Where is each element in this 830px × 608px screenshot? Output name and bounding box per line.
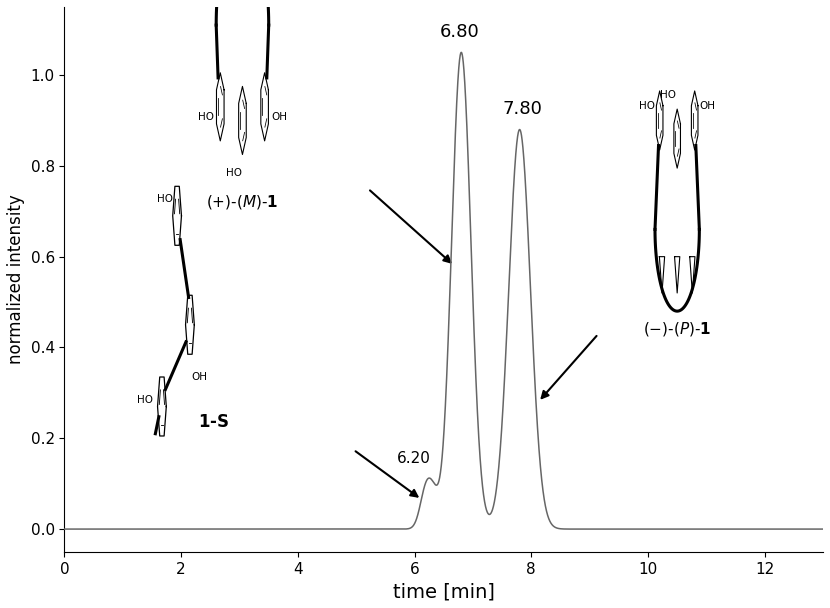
Text: HO: HO xyxy=(198,112,213,122)
Text: HO: HO xyxy=(157,194,173,204)
Text: HO: HO xyxy=(137,395,154,405)
Text: (+)-($M$)-$\mathbf{1}$: (+)-($M$)-$\mathbf{1}$ xyxy=(207,193,279,211)
Text: OH: OH xyxy=(700,101,715,111)
Text: ($-$)-($P$)-$\mathbf{1}$: ($-$)-($P$)-$\mathbf{1}$ xyxy=(643,320,711,338)
Text: 6.80: 6.80 xyxy=(440,23,480,41)
X-axis label: time [min]: time [min] xyxy=(393,582,495,601)
Text: 6.20: 6.20 xyxy=(397,451,431,466)
Text: 7.80: 7.80 xyxy=(503,100,543,118)
Text: $\mathbf{1}$-S: $\mathbf{1}$-S xyxy=(198,413,229,432)
Text: HO: HO xyxy=(639,101,655,111)
Text: OH: OH xyxy=(191,372,208,382)
Text: OH: OH xyxy=(271,112,287,122)
Text: HO: HO xyxy=(226,168,242,178)
Text: HO: HO xyxy=(661,91,676,100)
Y-axis label: normalized intensity: normalized intensity xyxy=(7,195,25,364)
